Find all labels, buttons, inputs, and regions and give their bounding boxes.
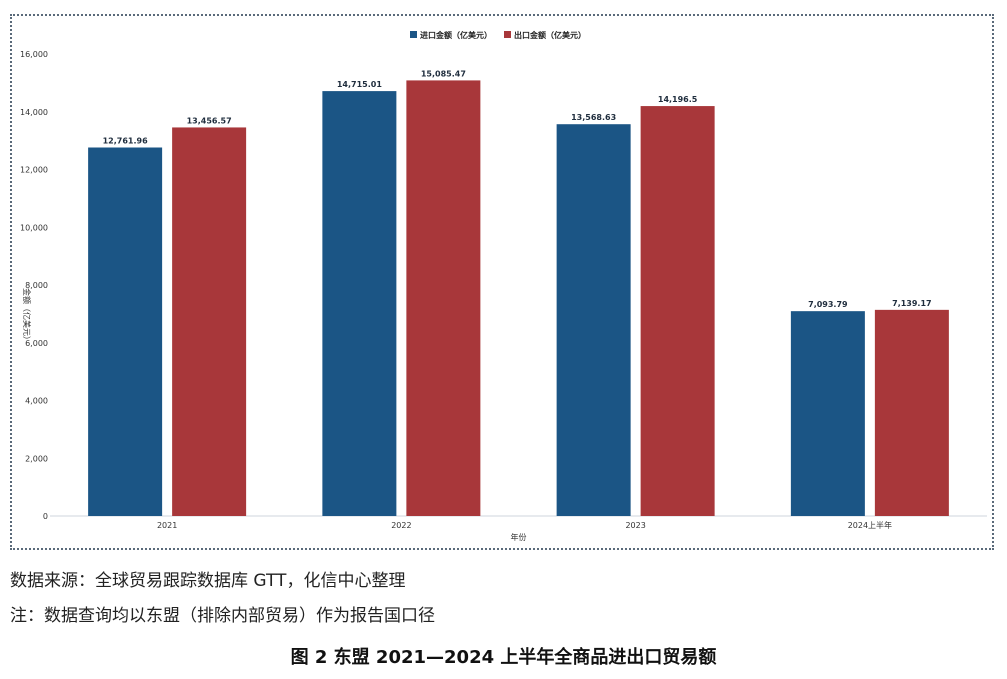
bar-import (556, 124, 631, 516)
query-note: 注：数据查询均以东盟（排除内部贸易）作为报告国口径 (10, 606, 435, 626)
y-tick-label: 4,000 (25, 397, 48, 406)
legend-label: 进口金额（亿美元） (420, 30, 492, 40)
x-tick-label: 2024上半年 (848, 520, 892, 530)
x-tick-label: 2021 (157, 521, 177, 530)
y-tick-label: 2,000 (25, 454, 48, 463)
y-tick-label: 12,000 (20, 166, 48, 175)
bar-chart: 0 2,000 4,000 6,000 8,000 10,000 12,000 14,000 1… (20, 30, 987, 542)
bar-export (640, 106, 715, 517)
y-tick-label: 8,000 (25, 281, 48, 290)
legend-swatch (504, 31, 511, 38)
chart-frame: 0 2,000 4,000 6,000 8,000 10,000 12,000 14,000 1… (10, 14, 994, 550)
y-tick-label: 0 (43, 512, 48, 521)
figure-title: 图 2 东盟 2021—2024 上半年全商品进出口贸易额 (290, 647, 717, 668)
data-label: 15,085.47 (421, 69, 466, 78)
bar-export (874, 309, 949, 516)
x-tick-label: 2023 (625, 521, 645, 530)
data-label: 14,715.01 (337, 80, 382, 89)
bar-export (172, 127, 247, 517)
x-axis-title: 年份 (511, 532, 527, 542)
y-axis-title: 金额（亿美元） (22, 288, 32, 344)
bar-export (406, 80, 481, 517)
legend-label: 出口金额（亿美元） (514, 30, 586, 40)
x-tick-label: 2022 (391, 521, 411, 530)
data-label: 7,093.79 (808, 300, 848, 309)
data-label: 13,568.63 (571, 113, 616, 122)
y-tick-label: 6,000 (25, 339, 48, 348)
y-tick-label: 14,000 (20, 108, 48, 117)
bar-import (88, 147, 163, 516)
y-tick-label: 16,000 (20, 50, 48, 59)
data-label: 12,761.96 (103, 136, 148, 145)
bar-import (322, 91, 397, 516)
legend-swatch (410, 31, 417, 38)
data-label: 13,456.57 (187, 116, 232, 125)
data-label: 7,139.17 (892, 299, 931, 308)
bar-import (790, 311, 865, 516)
y-tick-label: 10,000 (20, 223, 48, 232)
source-note: 数据来源：全球贸易跟踪数据库 GTT，化信中心整理 (10, 571, 406, 591)
data-label: 14,196.5 (658, 95, 698, 104)
